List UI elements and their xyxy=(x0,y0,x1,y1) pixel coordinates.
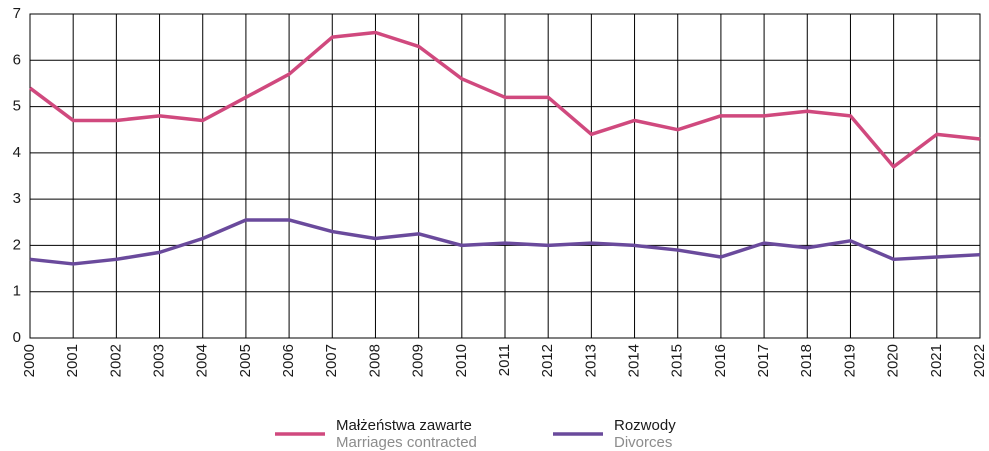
x-tick-label: 2010 xyxy=(453,344,470,377)
x-tick-label: 2006 xyxy=(280,344,297,377)
y-tick-label: 3 xyxy=(13,190,21,207)
x-tick-label: 2007 xyxy=(323,344,340,377)
x-tick-label: 2005 xyxy=(237,344,254,377)
x-tick-label: 2000 xyxy=(21,344,38,377)
x-tick-label: 2012 xyxy=(539,344,556,377)
y-tick-label: 4 xyxy=(13,144,21,161)
legend-label-en: Marriages contracted xyxy=(336,434,477,451)
x-tick-label: 2013 xyxy=(582,344,599,377)
x-tick-label: 2020 xyxy=(885,344,902,377)
x-tick-label: 2022 xyxy=(971,344,988,377)
x-tick-label: 2002 xyxy=(107,344,124,377)
x-tick-label: 2018 xyxy=(798,344,815,377)
y-tick-label: 0 xyxy=(13,329,21,346)
x-tick-label: 2014 xyxy=(626,344,643,377)
x-tick-label: 2019 xyxy=(841,344,858,377)
legend-label: Małżeństwa zawarte xyxy=(336,417,472,434)
x-tick-label: 2015 xyxy=(669,344,686,377)
x-tick-label: 2011 xyxy=(496,344,513,376)
series-line xyxy=(29,218,981,266)
x-tick-label: 2017 xyxy=(755,344,772,377)
y-tick-label: 2 xyxy=(13,236,21,253)
x-tick-label: 2008 xyxy=(366,344,383,377)
x-tick-label: 2003 xyxy=(151,344,168,377)
plot-border xyxy=(29,13,981,339)
series-line xyxy=(28,30,981,169)
x-tick-label: 2004 xyxy=(194,344,211,377)
x-tick-label: 2016 xyxy=(712,344,729,377)
legend-label: Rozwody xyxy=(614,417,676,434)
y-tick-label: 5 xyxy=(13,98,21,115)
x-tick-label: 2001 xyxy=(64,344,81,377)
y-tick-label: 1 xyxy=(13,283,21,300)
x-tick-label: 2009 xyxy=(410,344,427,377)
y-tick-label: 7 xyxy=(13,5,21,22)
y-tick-label: 6 xyxy=(13,51,21,68)
x-tick-label: 2021 xyxy=(928,344,945,377)
legend-label-en: Divorces xyxy=(614,434,672,451)
